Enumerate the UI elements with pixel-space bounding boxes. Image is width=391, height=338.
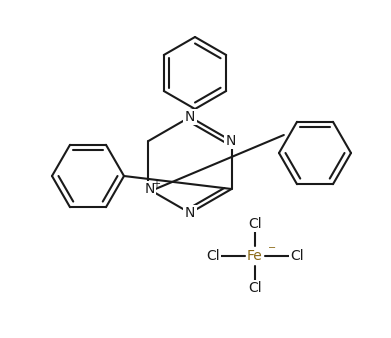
Text: N: N (144, 182, 154, 196)
Text: +: + (152, 179, 160, 189)
Text: N: N (225, 134, 236, 148)
Text: Fe: Fe (247, 249, 263, 263)
Text: Cl: Cl (248, 217, 262, 231)
Text: Cl: Cl (248, 281, 262, 295)
Text: Cl: Cl (206, 249, 220, 263)
Text: N: N (185, 206, 195, 220)
Text: −: − (268, 243, 276, 253)
Text: Cl: Cl (290, 249, 304, 263)
Text: N: N (185, 110, 195, 124)
